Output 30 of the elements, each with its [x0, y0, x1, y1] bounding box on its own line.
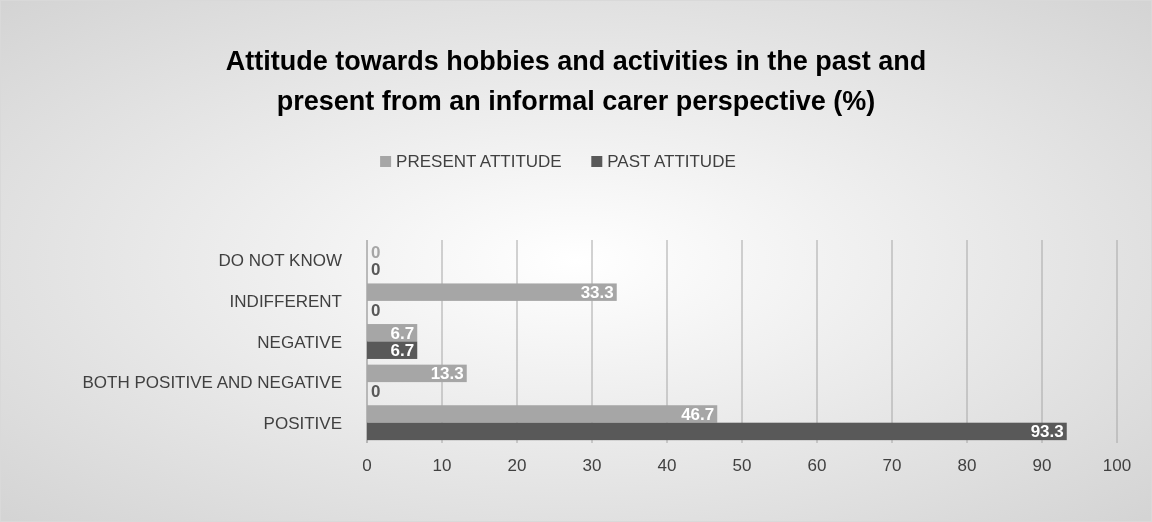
- data-label: 33.3: [580, 283, 614, 303]
- x-tick-label: 10: [432, 456, 452, 475]
- x-tick-label: 30: [582, 456, 602, 475]
- x-tick-label: 60: [807, 456, 827, 475]
- data-label: 6.7: [390, 323, 415, 343]
- x-tick-label: 80: [957, 456, 977, 475]
- data-label: 46.7: [681, 404, 715, 424]
- data-label: 6.7: [390, 341, 415, 361]
- data-label: 0: [371, 242, 381, 262]
- bar: [367, 422, 1067, 441]
- legend-label: PRESENT ATTITUDE: [396, 152, 562, 171]
- data-label: 0: [371, 381, 381, 401]
- y-tick-label: BOTH POSITIVE AND NEGATIVE: [82, 373, 342, 393]
- y-tick-label: INDIFFERENT: [229, 291, 342, 311]
- y-tick-label: NEGATIVE: [257, 332, 342, 352]
- x-tick-label: 90: [1032, 456, 1052, 475]
- data-label: 0: [371, 300, 381, 320]
- chart-title: Attitude towards hobbies and activities in the past and present from an informal carer perspective (%): [225, 46, 927, 116]
- x-tick-label: 100: [1102, 456, 1132, 475]
- y-tick-label: DO NOT KNOW: [218, 251, 342, 271]
- x-tick-label: 40: [657, 456, 677, 475]
- legend-label: PAST ATTITUDE: [607, 152, 736, 171]
- data-label: 0: [371, 260, 381, 280]
- data-label: 13.3: [430, 364, 464, 384]
- x-tick-label: 70: [882, 456, 902, 475]
- x-tick-label: 20: [507, 456, 527, 475]
- data-label: 93.3: [1030, 422, 1064, 442]
- y-tick-label: POSITIVE: [263, 413, 342, 433]
- x-tick-label: 50: [732, 456, 752, 475]
- x-tick-label: 0: [362, 456, 372, 475]
